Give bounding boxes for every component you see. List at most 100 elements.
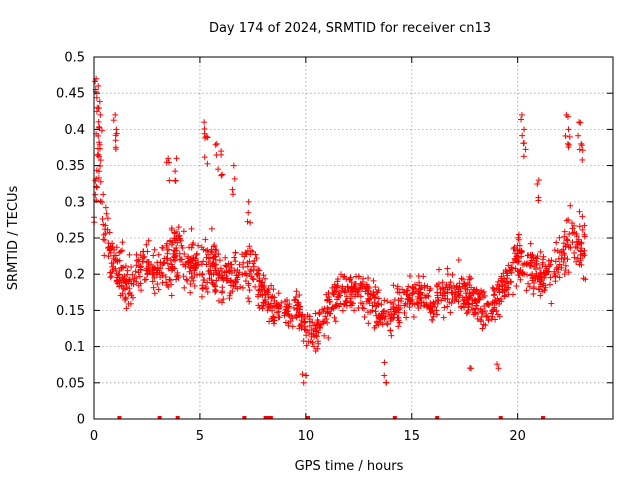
data-point (498, 277, 505, 284)
x-tick-label: 20 (509, 429, 526, 444)
data-point (127, 276, 134, 283)
data-point (98, 127, 105, 134)
data-point (540, 253, 547, 260)
data-point (576, 146, 583, 153)
data-point (246, 243, 253, 250)
data-point (149, 265, 156, 272)
data-point (296, 291, 303, 298)
data-point (95, 151, 102, 158)
data-point (467, 275, 474, 282)
data-point (244, 218, 251, 225)
data-point (481, 292, 488, 299)
data-point (240, 264, 247, 271)
data-point (135, 258, 142, 265)
data-point (343, 293, 350, 300)
data-point (226, 268, 233, 275)
data-point (479, 308, 486, 315)
data-point (344, 284, 351, 291)
data-point (425, 293, 432, 300)
data-point (163, 159, 170, 166)
data-point (119, 290, 126, 297)
data-point (209, 262, 216, 269)
data-point (364, 290, 371, 297)
data-point (578, 142, 585, 149)
data-point (466, 365, 473, 372)
data-point (511, 245, 518, 252)
data-point (539, 261, 546, 268)
data-point (212, 141, 219, 148)
data-point (444, 303, 451, 310)
data-point (403, 314, 410, 321)
data-point (532, 273, 539, 280)
data-point (144, 259, 151, 266)
data-point (244, 248, 251, 255)
data-point (285, 304, 292, 311)
data-point (578, 140, 585, 147)
data-point (421, 302, 428, 309)
data-point (270, 315, 277, 322)
x-axis-title: GPS time / hours (295, 459, 404, 474)
y-tick-label: 0.15 (56, 304, 85, 319)
data-point (322, 313, 329, 320)
data-point (428, 316, 435, 323)
data-point (353, 273, 360, 280)
data-point (275, 301, 282, 308)
data-point (166, 177, 173, 184)
data-point (189, 241, 196, 248)
data-point (207, 255, 214, 262)
data-point (97, 198, 104, 205)
data-point (295, 301, 302, 308)
zero-value-marker (435, 416, 440, 419)
data-point (127, 300, 134, 307)
data-point (494, 361, 501, 368)
data-point (427, 285, 434, 292)
data-point (99, 199, 106, 206)
y-tick-label: 0.35 (56, 159, 85, 174)
data-point (410, 285, 417, 292)
data-point (531, 280, 538, 287)
data-point (579, 213, 586, 220)
data-point (424, 283, 431, 290)
data-point (184, 277, 191, 284)
data-point (227, 282, 234, 289)
data-point (314, 345, 321, 352)
data-point (444, 265, 451, 272)
data-point (106, 246, 113, 253)
data-point (372, 322, 379, 329)
y-tick-label: 0 (77, 413, 85, 428)
data-point (449, 271, 456, 278)
data-point (218, 299, 225, 306)
data-point (275, 290, 282, 297)
y-tick-label: 0.25 (56, 232, 85, 247)
data-point (398, 298, 405, 305)
data-point (366, 296, 373, 303)
data-point (222, 262, 229, 269)
data-point (205, 258, 212, 265)
data-point (165, 283, 172, 290)
data-point (158, 269, 165, 276)
data-point (213, 277, 220, 284)
data-point (289, 323, 296, 330)
y-tick-label: 0.5 (64, 51, 85, 66)
data-point (306, 329, 313, 336)
data-point (449, 289, 456, 296)
data-point (95, 118, 102, 125)
data-point (138, 287, 145, 294)
data-point (381, 297, 388, 304)
data-point (239, 251, 246, 258)
data-point (94, 152, 101, 159)
data-point (220, 296, 227, 303)
zero-value-marker (265, 416, 270, 419)
data-point (270, 320, 277, 327)
data-point (155, 286, 162, 293)
data-point (541, 274, 548, 281)
data-point (403, 291, 410, 298)
data-point (270, 302, 277, 309)
data-point (245, 198, 252, 205)
data-point (226, 295, 233, 302)
data-point (406, 301, 413, 308)
data-point (164, 260, 171, 267)
data-point (93, 94, 100, 101)
data-point (542, 271, 549, 278)
data-point (196, 271, 203, 278)
